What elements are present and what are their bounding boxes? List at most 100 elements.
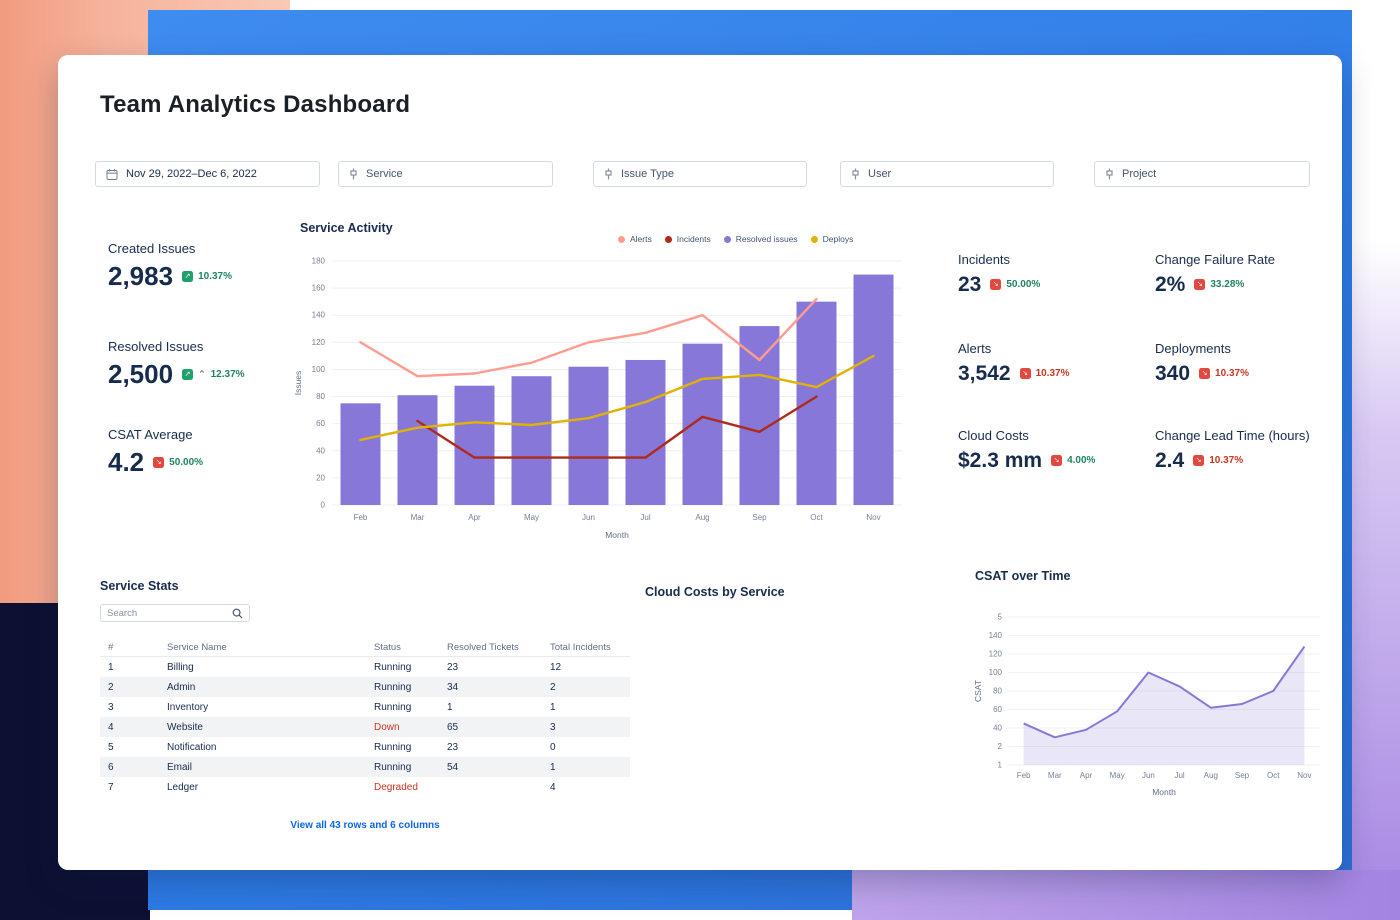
legend-item-deploys[interactable]: Deploys <box>810 234 853 244</box>
filter-user[interactable]: User <box>840 161 1054 187</box>
csat-area <box>1023 646 1305 765</box>
y-tick-label: 180 <box>312 257 326 266</box>
bar-apr[interactable] <box>454 385 495 505</box>
x-tick-label: Jul <box>1174 771 1184 780</box>
kpi-change-failure-rate: Change Failure Rate 2% ↘ 33.28% <box>1155 252 1275 295</box>
legend-dot <box>618 235 625 243</box>
column-header-total-incidents[interactable]: Total Incidents <box>550 641 611 653</box>
x-tick-label: Jun <box>582 513 595 522</box>
kpi-value: 23 <box>958 273 982 296</box>
delta-down-icon: ↘ <box>1193 455 1205 466</box>
bar-may[interactable] <box>511 376 552 505</box>
filter-project[interactable]: Project <box>1094 161 1310 187</box>
table-row-email[interactable]: 6 Email Running 54 1 <box>100 757 630 777</box>
line-csat[interactable] <box>1023 646 1306 739</box>
cell-total-incidents: 12 <box>550 661 562 673</box>
y-tick-label: 40 <box>316 446 325 455</box>
background-purple-right-block <box>1352 240 1400 920</box>
filter-slider-icon <box>605 168 612 180</box>
cell-num: 1 <box>108 661 114 673</box>
bar-oct[interactable] <box>796 301 837 505</box>
calendar-icon <box>106 168 118 180</box>
kpi-created-issues: Created Issues 2,983 ↗ 10.37% <box>108 241 232 289</box>
y-tick-label: 120 <box>989 650 1003 659</box>
column-header-status[interactable]: Status <box>374 641 401 653</box>
y-axis-label: Issues <box>293 371 303 396</box>
search-box[interactable] <box>100 604 250 622</box>
kpi-value: 340 <box>1155 362 1191 385</box>
delta-down-icon: ↘ <box>153 456 165 468</box>
cell-status: Running <box>374 661 412 673</box>
kpi-alerts: Alerts 3,542 ↘ 10.37% <box>958 341 1069 384</box>
line-deploys[interactable] <box>359 354 875 442</box>
y-tick-label: 100 <box>989 668 1003 677</box>
cell-resolved-tickets: 65 <box>447 721 459 733</box>
legend-dot <box>723 235 731 243</box>
kpi-label: Created Issues <box>108 241 196 256</box>
bar-feb[interactable] <box>340 403 381 505</box>
bar-mar[interactable] <box>397 395 438 505</box>
cell-status: Degraded <box>374 781 418 793</box>
date-range-filter[interactable]: Nov 29, 2022–Dec 6, 2022 <box>95 161 320 187</box>
legend-item-resolved-issues[interactable]: Resolved issues <box>723 234 798 244</box>
date-range-value: Nov 29, 2022–Dec 6, 2022 <box>126 168 257 180</box>
y-tick-label: 160 <box>312 284 326 293</box>
cell-resolved-tickets: 23 <box>447 661 459 673</box>
x-tick-label: Apr <box>468 513 481 522</box>
y-tick-label: 100 <box>312 365 326 374</box>
table-row-website[interactable]: 4 Website Down 65 3 <box>100 717 630 737</box>
table-row-ledger[interactable]: 7 Ledger Degraded 4 <box>100 777 630 797</box>
filter-label: Service <box>366 168 403 180</box>
column-header-resolved-tickets[interactable]: Resolved Tickets <box>447 641 519 653</box>
filter-service[interactable]: Service <box>338 161 553 187</box>
cell-status: Running <box>374 681 412 693</box>
legend-item-alerts[interactable]: Alerts <box>618 234 652 244</box>
cell-service-name: Website <box>167 721 203 733</box>
search-icon <box>232 608 243 618</box>
kpi-delta: 33.28% <box>1210 279 1245 290</box>
kpi-delta: 10.37% <box>1035 368 1070 379</box>
bar-sep[interactable] <box>739 326 780 505</box>
x-tick-label: Feb <box>354 513 368 522</box>
y-tick-label: 140 <box>989 631 1003 640</box>
bar-aug[interactable] <box>682 343 723 505</box>
kpi-label: CSAT Average <box>108 427 193 442</box>
x-axis-label: Month <box>1152 787 1176 797</box>
legend-item-incidents[interactable]: Incidents <box>664 234 711 244</box>
x-tick-label: Oct <box>810 513 823 522</box>
csat-over-time-chart: 5 140 120 100 80 60 40 2 1 Feb Mar Apr May Jun Jul Aug S… <box>973 613 1320 797</box>
table-header-row: # Service Name Status Resolved Tickets Total… <box>100 638 630 657</box>
line-alerts[interactable] <box>359 297 818 378</box>
delta-down-icon: ↘ <box>1019 368 1031 379</box>
cell-resolved-tickets: 34 <box>447 681 459 693</box>
search-input[interactable] <box>107 607 228 619</box>
x-tick-label: Feb <box>1017 771 1031 780</box>
filter-slider-icon <box>852 168 859 180</box>
column-header-service-name[interactable]: Service Name <box>167 641 227 653</box>
service-stats-table: # Service Name Status Resolved Tickets Total… <box>100 638 630 797</box>
filter-slider-icon <box>1106 168 1113 180</box>
bar-jul[interactable] <box>625 359 666 505</box>
table-row-notification[interactable]: 5 Notification Running 23 0 <box>100 737 630 757</box>
table-row-billing[interactable]: 1 Billing Running 23 12 <box>100 657 630 677</box>
table-body: 1 Billing Running 23 12 2 Admin Running 34 2 3 Inve… <box>100 657 630 797</box>
cell-num: 2 <box>108 681 114 693</box>
cell-service-name: Billing <box>167 661 194 673</box>
view-all-link[interactable]: View all 43 rows and 6 columns <box>290 820 440 831</box>
table-row-admin[interactable]: 2 Admin Running 34 2 <box>100 677 630 697</box>
line-incidents[interactable] <box>416 395 818 459</box>
delta-down-icon: ↘ <box>1051 455 1063 466</box>
bar-nov[interactable] <box>853 274 894 505</box>
cloud-costs-by-service-title: Cloud Costs by Service <box>645 585 785 599</box>
filter-issue-type[interactable]: Issue Type <box>593 161 807 187</box>
y-tick-label: 2 <box>998 742 1003 751</box>
delta-up-icon: ↗ <box>182 270 194 282</box>
trend-caret-icon: ⌃ <box>198 368 206 379</box>
table-row-inventory[interactable]: 3 Inventory Running 1 1 <box>100 697 630 717</box>
y-tick-label: 80 <box>993 687 1002 696</box>
kpi-value: $2.3 mm <box>958 449 1043 472</box>
column-header-item[interactable]: # <box>108 641 114 653</box>
y-axis-label: CSAT <box>973 680 983 702</box>
bar-jun[interactable] <box>568 366 609 505</box>
cell-resolved-tickets: 54 <box>447 761 459 773</box>
